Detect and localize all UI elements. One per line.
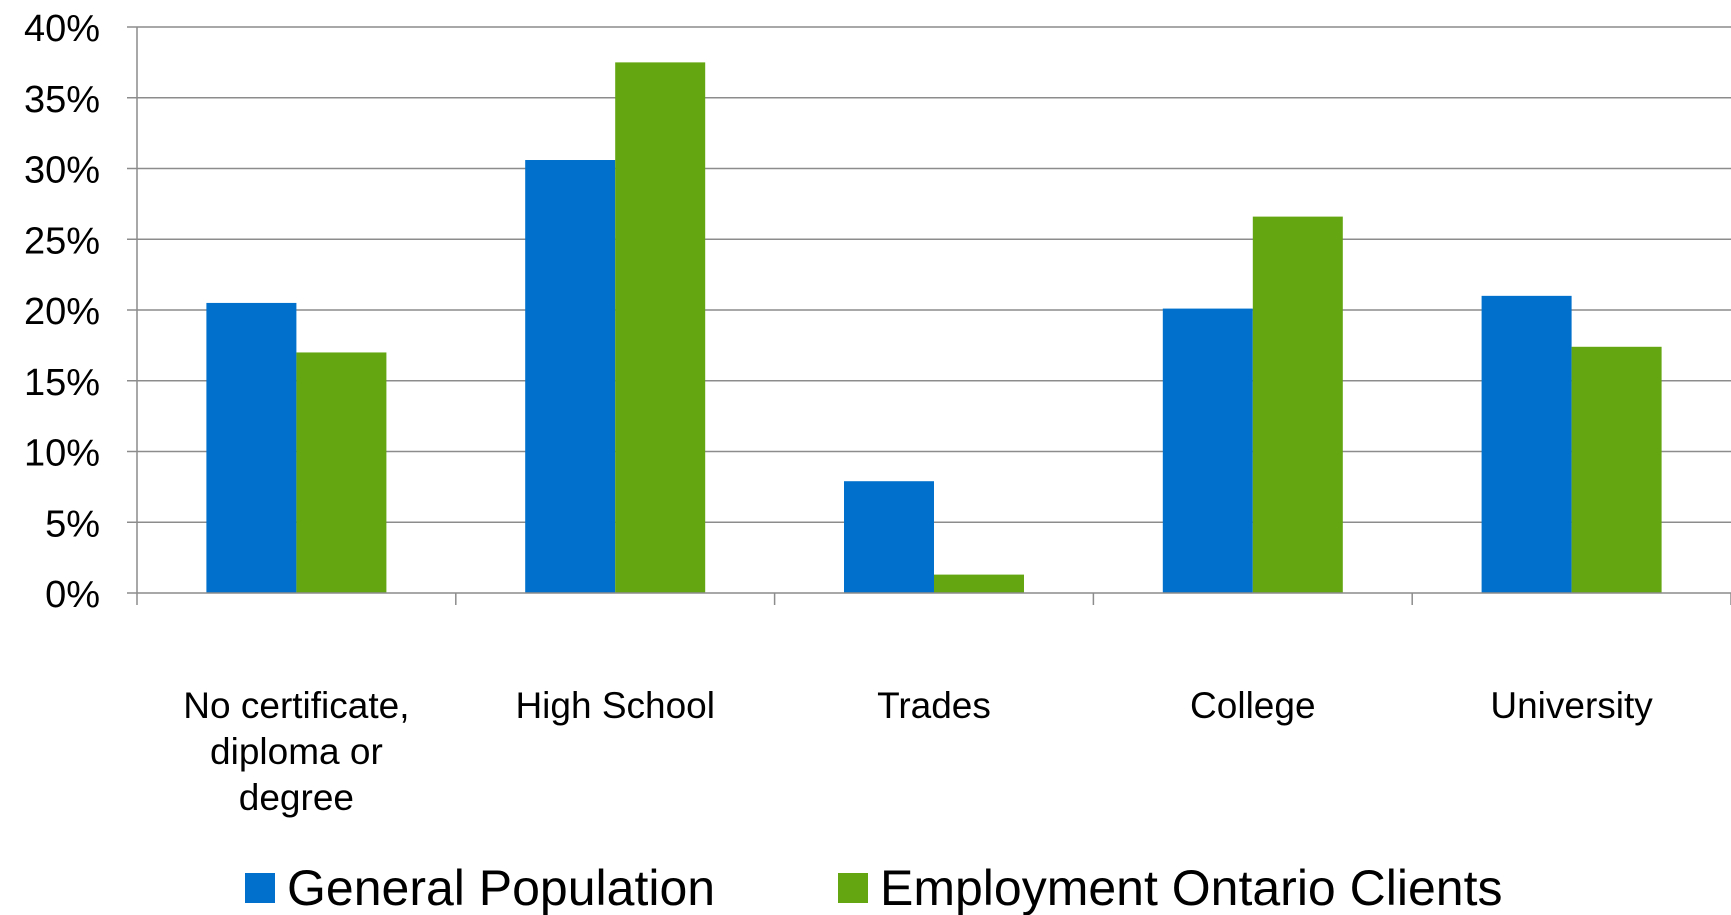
- y-tick-label: 35%: [24, 79, 100, 121]
- x-tick-label: High School: [515, 685, 715, 726]
- y-tick-label: 10%: [24, 433, 100, 475]
- bar-employment-ontario-clients: [1572, 347, 1662, 593]
- bar-general-population: [844, 481, 934, 593]
- bar-employment-ontario-clients: [934, 575, 1024, 593]
- bar-general-population: [525, 160, 615, 593]
- bar-employment-ontario-clients: [296, 352, 386, 593]
- x-axis: No certificate, diploma or degree High Scho…: [137, 593, 1731, 818]
- legend-label: Employment Ontario Clients: [880, 860, 1502, 915]
- y-tick-label: 0%: [45, 574, 100, 616]
- y-tick-label: 5%: [45, 503, 100, 545]
- bar-general-population: [1482, 296, 1572, 593]
- y-tick-label: 25%: [24, 220, 100, 262]
- legend-label: General Population: [287, 860, 715, 915]
- y-tick-label: 30%: [24, 150, 100, 192]
- y-axis: 0% 5% 10% 15% 20% 25% 30% 35% 40%: [24, 8, 137, 616]
- x-tick-label: University: [1490, 685, 1653, 726]
- legend-swatch: [838, 873, 868, 903]
- bar-general-population: [1163, 309, 1253, 593]
- bars: [206, 62, 1661, 593]
- legend-swatch: [245, 873, 275, 903]
- legend: General Population Employment Ontario Cli…: [245, 860, 1502, 915]
- bar-employment-ontario-clients: [615, 62, 705, 593]
- x-tick-label: No certificate, diploma or degree: [183, 685, 409, 818]
- x-tick-label: Trades: [877, 685, 991, 726]
- y-tick-label: 15%: [24, 362, 100, 404]
- bar-employment-ontario-clients: [1253, 217, 1343, 593]
- y-tick-label: 20%: [24, 291, 100, 333]
- bar-general-population: [206, 303, 296, 593]
- y-tick-label: 40%: [24, 8, 100, 50]
- x-tick-label: College: [1190, 685, 1315, 726]
